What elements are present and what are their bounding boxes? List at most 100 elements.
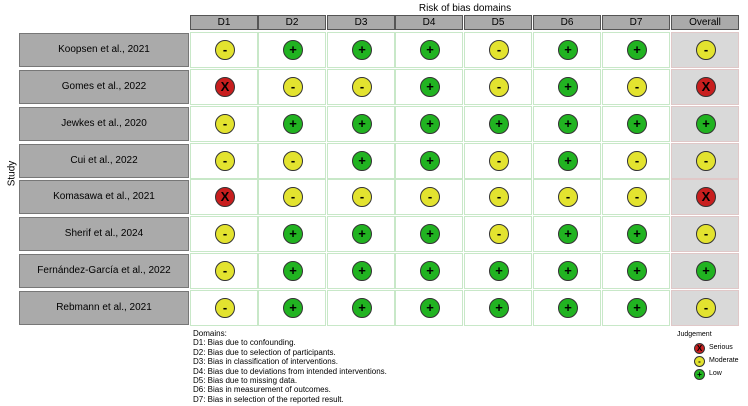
rating-cell: - [671,143,739,179]
rating-cell: + [602,106,670,142]
rating-cell: - [190,106,258,142]
column-header-overall: Overall [671,15,739,30]
rating-cell: X [671,179,739,215]
serious-rating-icon: X [696,187,716,207]
rating-cell: - [533,179,601,215]
serious-rating-icon: X [696,77,716,97]
low-rating-icon: + [696,114,716,134]
rating-cell: - [464,179,532,215]
rating-cell: + [533,106,601,142]
low-rating-icon: + [352,224,372,244]
low-rating-icon: + [489,261,509,281]
low-rating-icon: + [352,114,372,134]
column-header-d7: D7 [602,15,670,30]
study-label: Cui et al., 2022 [19,144,189,178]
rating-cell: + [533,143,601,179]
moderate-rating-icon: - [558,187,578,207]
moderate-rating-icon: - [696,298,716,318]
low-rating-icon: + [283,40,303,60]
low-rating-icon: + [420,40,440,60]
low-rating-icon: + [627,298,647,318]
column-header-d2: D2 [258,15,326,30]
rating-cell: - [464,216,532,252]
y-axis-label: Study [6,160,18,187]
study-label: Gomes et al., 2022 [19,70,189,104]
low-rating-icon: + [352,298,372,318]
rating-cell: + [464,290,532,326]
serious-rating-icon: X [215,77,235,97]
rating-cell: - [258,179,326,215]
moderate-rating-icon: - [215,151,235,171]
rating-cell: + [533,216,601,252]
moderate-rating-icon: - [489,40,509,60]
rating-cell: - [602,179,670,215]
domain-d1: D1: Bias due to confounding. [193,338,296,348]
rating-cell: + [395,253,463,289]
low-rating-icon: + [420,77,440,97]
rating-cell: - [327,179,395,215]
rating-cell: X [671,69,739,105]
column-header-d4: D4 [395,15,463,30]
rating-cell: + [327,143,395,179]
column-header-d3: D3 [327,15,395,30]
rating-cell: - [395,179,463,215]
low-rating-icon: + [283,114,303,134]
moderate-rating-icon: - [627,187,647,207]
moderate-rating-icon: - [283,151,303,171]
low-rating-icon: + [283,261,303,281]
low-rating-icon: + [627,40,647,60]
rating-cell: + [533,69,601,105]
rating-cell: + [395,69,463,105]
rating-cell: - [464,143,532,179]
moderate-rating-icon: - [627,77,647,97]
low-rating-icon: + [696,261,716,281]
low-legend-icon: + [694,369,705,380]
legend-label-moderate: Moderate [709,357,739,364]
low-rating-icon: + [352,151,372,171]
rating-cell: - [190,32,258,68]
moderate-rating-icon: - [215,40,235,60]
rating-cell: + [258,253,326,289]
moderate-rating-icon: - [283,77,303,97]
moderate-rating-icon: - [352,187,372,207]
low-rating-icon: + [420,261,440,281]
rating-cell: - [464,69,532,105]
low-rating-icon: + [283,224,303,244]
rating-cell: + [533,32,601,68]
domain-d6: D6: Bias in measurement of outcomes. [193,385,331,395]
domains-title: Domains: [193,329,227,338]
low-rating-icon: + [558,261,578,281]
rating-cell: + [602,290,670,326]
column-header-d5: D5 [464,15,532,30]
moderate-rating-icon: - [489,77,509,97]
serious-rating-icon: X [215,187,235,207]
moderate-rating-icon: - [283,187,303,207]
rating-cell: - [190,143,258,179]
study-label: Sherif et al., 2024 [19,217,189,251]
rating-cell: + [464,106,532,142]
rating-cell: + [464,253,532,289]
moderate-rating-icon: - [696,224,716,244]
rating-cell: + [395,32,463,68]
low-rating-icon: + [420,298,440,318]
low-rating-icon: + [420,224,440,244]
moderate-rating-icon: - [352,77,372,97]
rating-cell: + [533,253,601,289]
rating-cell: + [327,106,395,142]
rating-cell: - [190,290,258,326]
study-label: Komasawa et al., 2021 [19,180,189,214]
legend-label-serious: Serious [709,344,733,351]
judgement-legend-title: Judgement [677,331,712,338]
moderate-rating-icon: - [627,151,647,171]
moderate-rating-icon: - [489,224,509,244]
low-rating-icon: + [558,114,578,134]
rating-cell: - [327,69,395,105]
low-rating-icon: + [352,261,372,281]
rating-cell: + [327,253,395,289]
low-rating-icon: + [627,114,647,134]
rating-cell: + [671,106,739,142]
moderate-rating-icon: - [696,151,716,171]
low-rating-icon: + [489,298,509,318]
study-label: Koopsen et al., 2021 [19,33,189,67]
rating-cell: - [671,32,739,68]
